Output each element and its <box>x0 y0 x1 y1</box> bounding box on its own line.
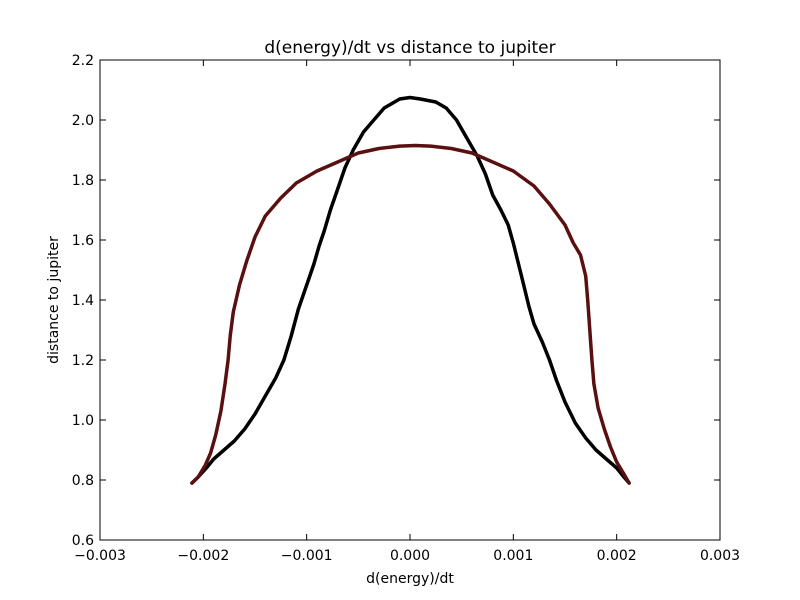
y-tick-label: 1.2 <box>72 353 94 369</box>
y-tick-label: 2.2 <box>72 53 94 69</box>
x-tick-label: 0.001 <box>493 548 533 564</box>
x-axis: −0.003 −0.002 −0.001 0.000 0.001 0.002 0.003 <box>74 60 740 564</box>
y-tick-label: 1.8 <box>72 173 94 189</box>
y-tick-label: 1.0 <box>72 413 94 429</box>
x-tick-label: 0.003 <box>700 548 740 564</box>
x-tick-label: −0.001 <box>281 548 333 564</box>
y-tick-label: 1.6 <box>72 233 94 249</box>
y-axis-label: distance to jupiter <box>46 236 62 364</box>
x-axis-label: d(energy)/dt <box>366 571 454 587</box>
y-tick-label: 1.4 <box>72 293 94 309</box>
x-tick-label: 0.000 <box>390 548 430 564</box>
x-tick-label: −0.003 <box>74 548 126 564</box>
y-tick-label: 0.8 <box>72 473 94 489</box>
x-tick-label: −0.002 <box>177 548 229 564</box>
y-tick-label: 0.6 <box>72 533 94 549</box>
series-layer <box>190 95 631 485</box>
series-line-1 <box>190 95 631 485</box>
y-axis: 0.6 0.8 1.0 1.2 1.4 1.6 1.8 2.0 2.2 <box>72 53 720 549</box>
x-tick-label: 0.002 <box>597 548 637 564</box>
y-tick-label: 2.0 <box>72 113 94 129</box>
series-line-2 <box>190 143 631 485</box>
plot-frame <box>99 59 721 541</box>
chart-title: d(energy)/dt vs distance to jupiter <box>264 38 555 58</box>
